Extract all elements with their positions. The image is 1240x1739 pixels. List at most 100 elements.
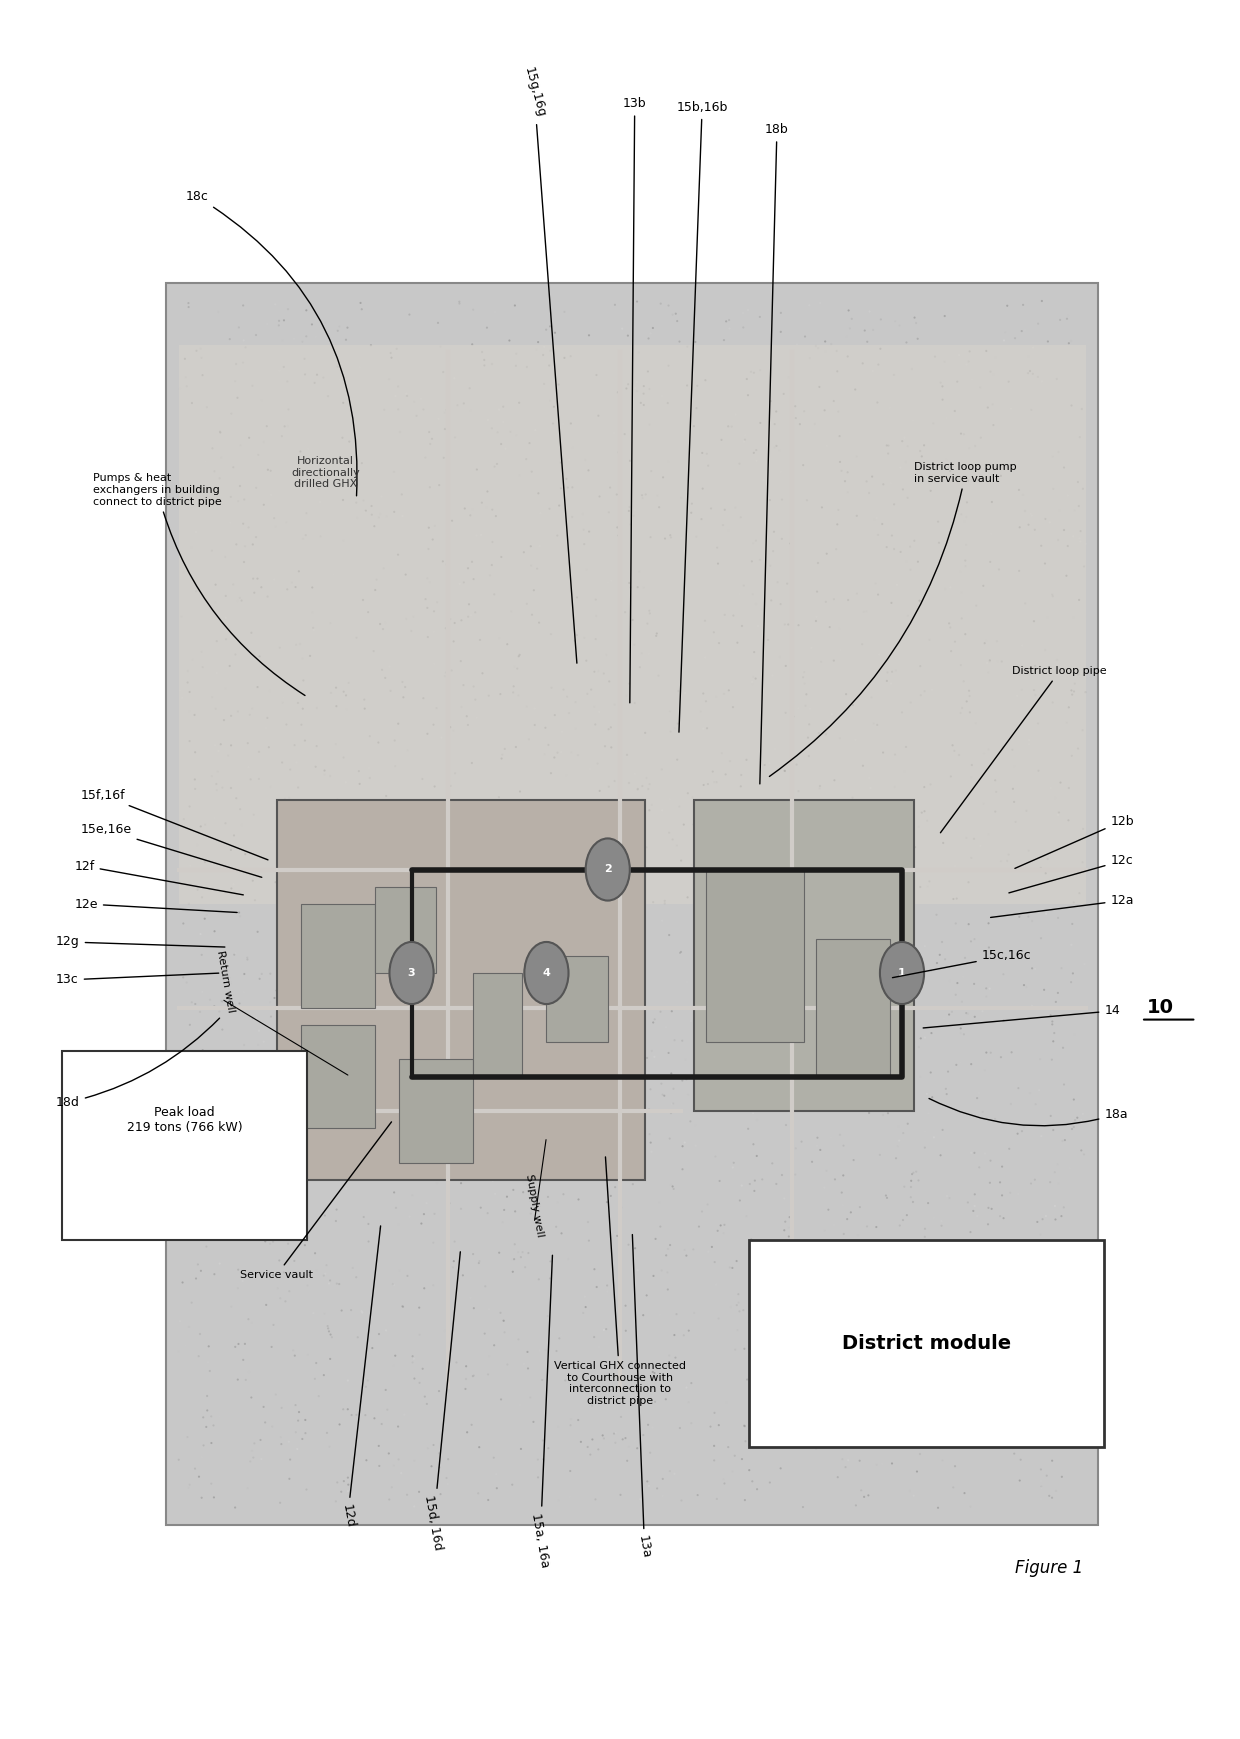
Point <box>350 353 370 381</box>
Point <box>660 1341 680 1369</box>
Point <box>464 344 484 372</box>
Point <box>911 1024 931 1052</box>
Point <box>513 1179 533 1207</box>
Point <box>830 508 849 536</box>
Point <box>605 290 625 318</box>
Point <box>404 1492 424 1520</box>
Point <box>508 1115 528 1143</box>
Point <box>967 1083 987 1111</box>
Point <box>760 866 780 894</box>
Point <box>408 920 428 948</box>
Point <box>553 410 573 438</box>
Point <box>941 614 961 642</box>
Point <box>582 1391 601 1419</box>
Point <box>337 1094 357 1122</box>
Point <box>321 868 341 896</box>
Point <box>539 909 559 937</box>
Point <box>414 1144 434 1172</box>
Point <box>1061 1240 1081 1268</box>
Point <box>170 1308 190 1336</box>
Point <box>403 810 423 838</box>
Point <box>708 1217 728 1245</box>
Point <box>794 1379 813 1407</box>
Point <box>552 1322 572 1349</box>
Text: District module: District module <box>842 1334 1011 1353</box>
Point <box>725 1089 745 1116</box>
Point <box>759 711 779 739</box>
Text: District loop pump
in service vault: District loop pump in service vault <box>769 463 1017 776</box>
Point <box>465 685 485 713</box>
Point <box>900 1476 920 1504</box>
Point <box>451 983 471 1010</box>
Point <box>517 976 537 1003</box>
Point <box>247 475 267 503</box>
Point <box>760 1469 780 1497</box>
Point <box>930 1402 950 1429</box>
Point <box>414 1275 434 1303</box>
Point <box>339 1471 358 1499</box>
Point <box>1019 1290 1039 1318</box>
Point <box>536 1336 556 1363</box>
Point <box>572 1050 591 1078</box>
Point <box>262 1082 281 1109</box>
Point <box>892 1038 911 1066</box>
Point <box>492 1209 512 1236</box>
Point <box>392 1292 412 1320</box>
Point <box>1019 730 1039 758</box>
Point <box>884 1082 904 1109</box>
Point <box>760 1278 780 1306</box>
Point <box>521 1136 541 1163</box>
Point <box>746 1143 766 1170</box>
Point <box>376 941 396 969</box>
Point <box>653 463 673 490</box>
Point <box>910 652 930 680</box>
Point <box>707 534 727 562</box>
Point <box>1050 306 1070 334</box>
Point <box>963 1196 983 1224</box>
Point <box>776 699 796 727</box>
Point <box>734 1336 754 1363</box>
Point <box>991 1202 1011 1229</box>
Point <box>275 1287 295 1315</box>
Point <box>460 374 480 402</box>
Point <box>588 823 608 850</box>
Point <box>289 558 309 586</box>
Point <box>582 1160 601 1188</box>
Point <box>496 435 516 463</box>
Point <box>327 786 347 814</box>
Point <box>496 468 516 496</box>
Point <box>639 776 658 803</box>
Point <box>315 1259 335 1287</box>
Point <box>998 1301 1018 1329</box>
Point <box>878 1099 898 1127</box>
Point <box>419 513 439 541</box>
Point <box>795 398 815 426</box>
Point <box>236 532 255 560</box>
Point <box>994 1276 1014 1304</box>
Point <box>738 1365 758 1393</box>
Point <box>322 715 342 743</box>
Point <box>810 774 830 802</box>
Point <box>882 522 901 550</box>
Point <box>756 963 776 991</box>
Point <box>935 946 955 974</box>
Point <box>862 1433 882 1461</box>
Point <box>295 1407 315 1435</box>
Point <box>295 360 315 388</box>
Point <box>479 1360 498 1388</box>
Point <box>744 1242 764 1269</box>
Point <box>945 396 965 424</box>
Point <box>525 576 544 603</box>
Point <box>356 1402 376 1429</box>
Point <box>986 343 1006 370</box>
Point <box>893 1120 913 1148</box>
Point <box>368 1478 388 1506</box>
Point <box>441 657 461 685</box>
Point <box>367 929 387 956</box>
Point <box>249 765 269 793</box>
Point <box>759 908 779 936</box>
Point <box>1064 889 1084 916</box>
Point <box>314 363 334 391</box>
Point <box>609 522 629 550</box>
Point <box>970 1153 990 1181</box>
